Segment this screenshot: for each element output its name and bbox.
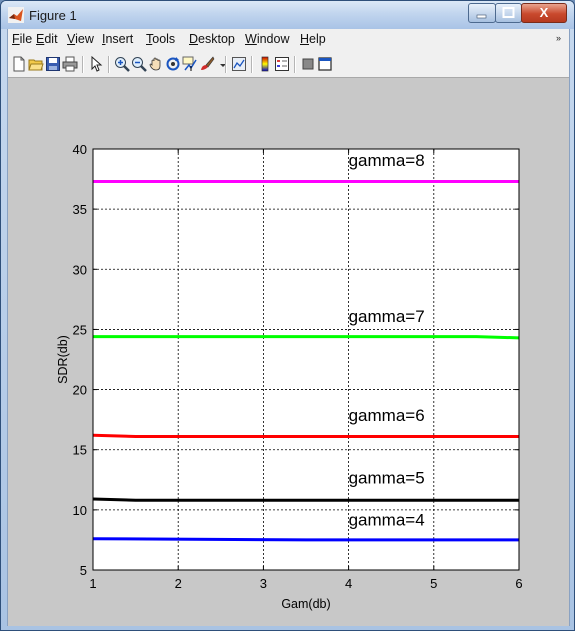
menu-window[interactable]: Window: [245, 32, 289, 46]
maximize-icon: [502, 7, 515, 18]
title-bar[interactable]: Figure 1 X: [1, 1, 574, 29]
zoom-in-icon[interactable]: [114, 56, 130, 72]
y-axis-label: SDR(db): [56, 335, 70, 384]
close-button[interactable]: X: [521, 3, 567, 23]
hide-plot-tools-icon[interactable]: [300, 56, 316, 72]
annotation-gamma-6: gamma=6: [349, 406, 425, 425]
menu-file-mnemonic: F: [12, 32, 20, 46]
menu-help-mnemonic: H: [300, 32, 310, 46]
y-tick-label: 5: [80, 563, 87, 578]
legend-icon[interactable]: [274, 56, 290, 72]
toolbar-separator: [108, 56, 110, 73]
annotation-gamma-8: gamma=8: [349, 151, 425, 170]
toolbar-separator: [82, 56, 84, 73]
menu-edit-mnemonic: E: [36, 32, 45, 46]
x-tick-label: 5: [430, 576, 437, 591]
annotation-gamma-5: gamma=5: [349, 468, 425, 487]
data-series: [92, 179, 520, 542]
pointer-icon[interactable]: [88, 56, 104, 72]
menu-edit-label: dit: [44, 32, 58, 46]
menu-file-label: ile: [19, 32, 33, 46]
menu-help-label: elp: [309, 32, 326, 46]
menu-overflow-chevron-icon[interactable]: »: [555, 33, 561, 43]
menu-window-mnemonic: W: [245, 32, 257, 46]
toolbar-separator: [294, 56, 296, 73]
menu-help[interactable]: Help: [300, 32, 326, 46]
brush-icon[interactable]: [199, 56, 215, 72]
menu-desktop-label: esktop: [198, 32, 235, 46]
matlab-logo-icon: [8, 7, 24, 23]
menu-desktop-mnemonic: D: [189, 32, 199, 46]
axes-background[interactable]: [93, 149, 519, 570]
y-tick-label: 15: [73, 443, 87, 458]
brush-dropdown-icon[interactable]: [215, 56, 231, 72]
y-tick-label: 25: [73, 322, 87, 337]
y-tick-label: 35: [73, 202, 87, 217]
y-tick-label: 30: [73, 262, 87, 277]
series-line-gamma-5: [92, 497, 519, 502]
series-line-gamma-7: [93, 335, 520, 340]
menu-tools-label: ools: [152, 32, 176, 46]
colorbar-icon[interactable]: [257, 56, 273, 72]
axes-box: [92, 148, 520, 571]
menu-desktop[interactable]: Desktop: [189, 32, 235, 46]
save-icon[interactable]: [45, 56, 61, 72]
window-title: Figure 1: [29, 8, 77, 23]
minimize-icon: [476, 14, 487, 19]
toolbar-separator: [225, 56, 227, 73]
zoom-out-icon[interactable]: [131, 56, 147, 72]
y-tick-label: 10: [73, 503, 87, 518]
menu-insert-label: nsert: [105, 32, 134, 46]
new-figure-icon[interactable]: [11, 56, 27, 72]
menu-view-mnemonic: V: [67, 32, 76, 46]
menu-insert[interactable]: Insert: [102, 32, 133, 46]
grid-lines: [93, 149, 519, 570]
x-tick-label: 2: [175, 576, 182, 591]
menu-tools[interactable]: Tools: [146, 32, 175, 46]
data-cursor-icon[interactable]: [182, 56, 198, 72]
series-line-gamma-6: [92, 433, 519, 438]
menu-window-label: indow: [256, 32, 290, 46]
figure-toolbar: [8, 51, 569, 78]
toolbar-separator: [251, 56, 253, 73]
print-icon[interactable]: [62, 56, 78, 72]
pan-icon[interactable]: [148, 56, 164, 72]
x-tick-label: 1: [89, 576, 96, 591]
x-tick-label: 4: [345, 576, 352, 591]
close-icon: X: [539, 5, 549, 20]
menu-view-label: iew: [75, 32, 94, 46]
x-tick-label: 3: [260, 576, 267, 591]
series-line-gamma-4: [92, 537, 519, 542]
annotation-gamma-7: gamma=7: [349, 307, 425, 326]
annotation-gamma-4: gamma=4: [349, 510, 425, 529]
open-file-icon[interactable]: [28, 56, 44, 72]
x-axis-label: Gam(db): [281, 597, 330, 611]
menu-tools-mnemonic: T: [146, 32, 153, 46]
menu-edit[interactable]: Edit: [36, 32, 58, 46]
axis-ticks: 1 2 3 4 5 6 5 10 15 20 25 30 35 40: [73, 142, 523, 591]
menu-file[interactable]: File: [12, 32, 32, 46]
show-plot-tools-icon[interactable]: [317, 56, 333, 72]
link-plot-icon[interactable]: [231, 56, 247, 72]
menu-insert-mnemonic: I: [102, 32, 106, 46]
annotations: gamma=8 gamma=7 gamma=6 gamma=5 gamma=4: [349, 151, 425, 530]
y-tick-label: 20: [73, 383, 87, 398]
rotate-icon[interactable]: [165, 56, 181, 72]
minimize-button[interactable]: [468, 3, 496, 23]
menu-view[interactable]: View: [67, 32, 94, 46]
y-tick-label: 40: [73, 142, 87, 157]
maximize-button[interactable]: [495, 3, 522, 23]
x-tick-label: 6: [515, 576, 522, 591]
